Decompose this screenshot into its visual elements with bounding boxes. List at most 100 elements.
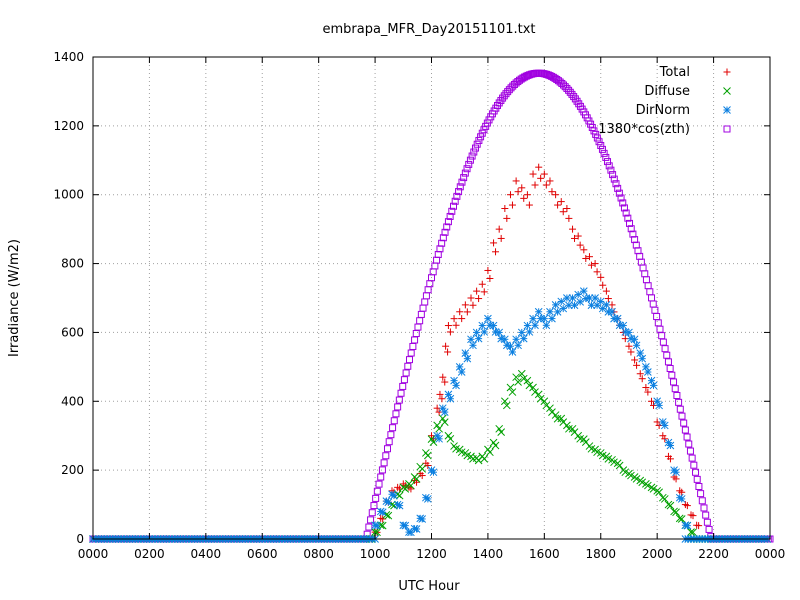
data-point [660,495,669,503]
data-point [602,301,611,309]
data-point [439,373,447,381]
cosine-point [698,497,706,505]
data-point [429,468,438,477]
data-point [401,521,410,530]
cosine-point [622,209,630,217]
data-point [613,314,622,323]
data-point [557,198,565,206]
cosine-point [450,202,458,210]
cosine-point [670,378,678,386]
cosine-point [455,188,463,196]
cosine-point [666,364,674,372]
data-point [615,461,624,470]
cosine-point [676,405,684,413]
data-point [501,204,509,212]
data-point [371,528,379,536]
data-point [666,455,674,463]
data-point [644,388,652,396]
data-point [519,334,528,343]
cosine-point [446,212,454,220]
cosine-point [419,304,427,312]
cosine-point [659,338,667,346]
y-tick-label: 1000 [53,188,84,202]
cosine-point [400,376,408,384]
data-point [625,328,633,337]
x-tick-label: 1600 [529,547,560,561]
data-point [563,204,571,212]
cosine-point [609,171,617,179]
data-point [444,322,452,330]
data-point [649,485,658,493]
data-point [672,508,680,517]
cosine-point [463,165,471,173]
cosine-point [472,144,480,152]
data-point [523,321,532,330]
data-point [418,465,427,473]
cosine-point [637,258,645,266]
cosine-point [397,389,405,397]
cosine-point [653,313,661,321]
data-point [514,188,522,196]
cosine-point [434,250,442,258]
x-axis-label: UTC Hour [398,579,460,594]
cosine-point [600,149,608,157]
cosine-point [598,145,606,153]
data-point [569,225,577,233]
data-point [655,401,663,410]
cosine-point [636,252,644,260]
data-point [473,287,481,295]
data-point [655,488,663,497]
series-total [89,163,771,543]
data-point [442,342,450,350]
cosine-point [680,419,688,427]
data-point [478,321,487,330]
data-point [438,414,447,423]
data-point [474,334,483,343]
data-point [534,307,543,316]
cosine-point [370,502,378,510]
legend-label: 1380*cos(zth) [598,122,690,137]
data-point [458,315,466,323]
data-point [551,411,560,419]
data-point [480,328,489,336]
cosine-point [615,189,623,197]
data-point [675,514,684,523]
cosine-point [399,382,407,390]
data-point [576,298,585,306]
cosine-point [461,169,469,177]
cosine-point [444,218,452,226]
cosine-point [661,345,669,353]
data-point [461,301,469,309]
data-point [540,397,549,406]
cosine-point [382,452,390,460]
legend: Total Diffuse DirNorm 1380*cos(zth) [598,65,731,137]
cosine-point [421,298,429,306]
cosine-point [456,183,464,191]
cosine-point [590,127,598,135]
data-point [599,281,607,289]
cosine-point [367,516,375,524]
cosine-point [703,518,711,526]
x-tick-label: 0600 [247,547,278,561]
y-tick-label: 600 [61,325,84,339]
cosine-point [417,310,425,318]
cosine-point [617,194,625,202]
cosine-point [383,445,391,453]
cosine-point [468,152,476,160]
data-point [666,441,675,450]
data-point [531,321,539,330]
data-point [591,260,599,268]
data-point [435,434,443,443]
data-point [591,294,599,302]
data-point [492,248,500,256]
x-tick-label: 1200 [416,547,447,561]
data-point [520,194,528,202]
data-point [500,335,509,344]
cosine-point [477,133,485,141]
data-point [627,348,635,356]
data-point [625,342,633,350]
cosine-point [646,288,654,296]
data-point [401,485,410,493]
data-point [644,368,652,376]
data-point [546,307,554,316]
